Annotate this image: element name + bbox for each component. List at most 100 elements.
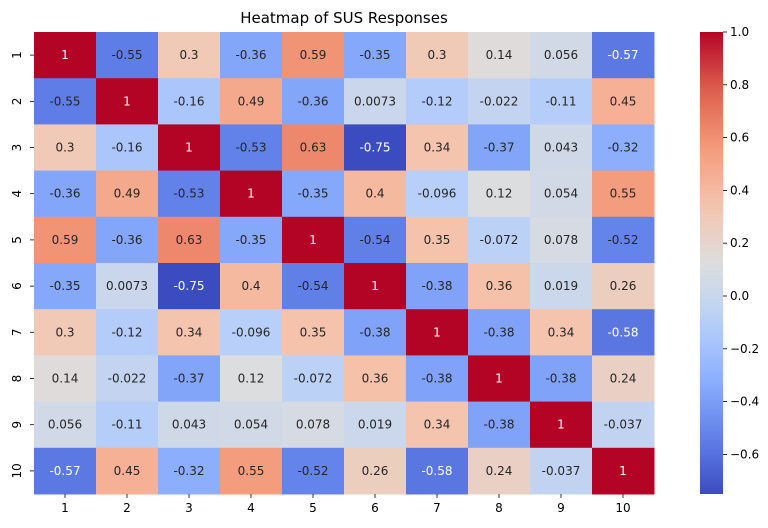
cell-value-label-2-8: -0.022 xyxy=(480,94,519,108)
cell-value-label-8-8: 1 xyxy=(495,372,503,386)
heatmap-cell-5-2 xyxy=(96,216,159,264)
heatmap-cell-2-2 xyxy=(96,78,159,125)
cell-value-label-5-3: 0.63 xyxy=(176,233,203,247)
heatmap-cell-1-10 xyxy=(592,32,655,79)
heatmap-cell-10-4 xyxy=(220,447,283,495)
cell-value-label-2-4: 0.49 xyxy=(238,94,265,108)
heatmap-cell-5-10 xyxy=(592,216,655,264)
heatmap-cell-8-4 xyxy=(220,355,283,403)
heatmap-cell-6-4 xyxy=(220,263,283,310)
heatmap-cell-3-2 xyxy=(96,124,159,172)
cell-value-label-2-9: -0.11 xyxy=(545,94,576,108)
heatmap-cell-10-5 xyxy=(282,447,345,495)
heatmap-cell-2-4 xyxy=(220,78,283,125)
cell-value-label-3-10: -0.32 xyxy=(607,141,638,155)
cell-value-label-9-3: 0.043 xyxy=(172,418,206,432)
heatmap-cell-8-3 xyxy=(158,355,221,403)
colorbar-tick-label-5: 0.2 xyxy=(730,236,749,250)
heatmap-cell-9-7 xyxy=(406,401,469,449)
chart-title: Heatmap of SUS Responses xyxy=(240,9,448,27)
heatmap-cell-4-6 xyxy=(344,170,407,218)
heatmap-cell-6-10 xyxy=(592,263,655,310)
cell-value-label-5-6: -0.54 xyxy=(359,233,390,247)
heatmap-cell-9-4 xyxy=(220,401,283,449)
heatmap-cell-7-9 xyxy=(530,309,593,356)
heatmap-cell-4-9 xyxy=(530,170,593,218)
cell-value-label-7-2: -0.12 xyxy=(111,325,142,339)
heatmap-cell-3-7 xyxy=(406,124,469,172)
cell-value-label-6-5: -0.54 xyxy=(297,279,328,293)
cell-value-label-10-10: 1 xyxy=(619,464,627,478)
cell-value-label-8-4: 0.12 xyxy=(238,372,265,386)
cell-value-label-9-5: 0.078 xyxy=(296,418,330,432)
heatmap-cell-5-8 xyxy=(468,216,531,264)
cell-value-label-10-2: 0.45 xyxy=(114,464,141,478)
heatmap-cell-6-1 xyxy=(34,263,97,310)
cell-value-label-5-2: -0.36 xyxy=(111,233,142,247)
cell-value-label-8-2: -0.022 xyxy=(108,372,147,386)
cell-value-label-2-5: -0.36 xyxy=(297,94,328,108)
cell-value-label-9-6: 0.019 xyxy=(358,418,392,432)
cell-value-label-6-8: 0.36 xyxy=(486,279,513,293)
x-tick-label-10: 10 xyxy=(615,501,630,515)
heatmap-cell-3-4 xyxy=(220,124,283,172)
cell-value-label-2-3: -0.16 xyxy=(173,94,204,108)
colorbar-gradient xyxy=(700,32,723,494)
heatmap-cell-6-7 xyxy=(406,263,469,310)
cell-value-label-1-10: -0.57 xyxy=(607,48,638,62)
heatmap-cell-9-2 xyxy=(96,401,159,449)
cell-value-label-1-2: -0.55 xyxy=(111,48,142,62)
heatmap-cell-8-5 xyxy=(282,355,345,403)
cell-value-label-3-8: -0.37 xyxy=(483,141,514,155)
y-tick-label-4: 4 xyxy=(10,190,24,198)
y-axis: 1 2 3 4 5 6 7 8 9 10 xyxy=(10,51,34,479)
colorbar-tick-label-1: −0.6 xyxy=(730,447,759,461)
cell-value-label-6-6: 1 xyxy=(371,279,379,293)
cell-value-label-6-1: -0.35 xyxy=(49,279,80,293)
heatmap-cell-7-10 xyxy=(592,309,655,356)
x-tick-label-7: 7 xyxy=(433,501,441,515)
cell-value-label-1-1: 1 xyxy=(61,48,69,62)
cell-value-label-8-5: -0.072 xyxy=(294,372,333,386)
heatmap-cell-10-2 xyxy=(96,447,159,495)
heatmap-cell-4-8 xyxy=(468,170,531,218)
heatmap-cell-10-7 xyxy=(406,447,469,495)
cell-value-label-2-10: 0.45 xyxy=(610,94,637,108)
heatmap-cell-3-6 xyxy=(344,124,407,172)
cell-value-label-7-4: -0.096 xyxy=(232,325,271,339)
heatmap-cell-2-9 xyxy=(530,78,593,125)
colorbar-tick-label-3: −0.2 xyxy=(730,342,759,356)
heatmap-cell-2-5 xyxy=(282,78,345,125)
cell-value-label-1-5: 0.59 xyxy=(300,48,327,62)
cell-value-label-2-2: 1 xyxy=(123,94,131,108)
cell-value-label-7-3: 0.34 xyxy=(176,325,203,339)
heatmap-cell-7-7 xyxy=(406,309,469,356)
heatmap-cell-7-1 xyxy=(34,309,97,356)
heatmap-cell-1-9 xyxy=(530,32,593,79)
cell-value-label-7-1: 0.3 xyxy=(55,325,74,339)
cell-value-label-10-3: -0.32 xyxy=(173,464,204,478)
cell-value-label-8-9: -0.38 xyxy=(545,372,576,386)
y-tick-label-6: 6 xyxy=(10,282,24,290)
cell-value-label-10-6: 0.26 xyxy=(362,464,389,478)
cell-value-label-1-4: -0.36 xyxy=(235,48,266,62)
cell-value-label-9-10: -0.037 xyxy=(604,418,643,432)
x-tick-label-6: 6 xyxy=(371,501,379,515)
heatmap-cell-6-6 xyxy=(344,263,407,310)
heatmap-cell-8-1 xyxy=(34,355,97,403)
x-tick-label-8: 8 xyxy=(495,501,503,515)
colorbar-tick-label-9: 1.0 xyxy=(730,25,749,39)
y-tick-label-9: 9 xyxy=(10,421,24,429)
y-tick-label-2: 2 xyxy=(10,97,24,105)
heatmap-cell-8-10 xyxy=(592,355,655,403)
cell-value-label-10-4: 0.55 xyxy=(238,464,265,478)
heatmap-cell-3-1 xyxy=(34,124,97,172)
cell-value-label-5-4: -0.35 xyxy=(235,233,266,247)
cell-value-label-1-3: 0.3 xyxy=(179,48,198,62)
y-tick-label-3: 3 xyxy=(10,144,24,152)
x-tick-label-5: 5 xyxy=(309,501,317,515)
heatmap-cell-1-6 xyxy=(344,32,407,79)
y-tick-label-10: 10 xyxy=(10,463,24,478)
cell-value-label-5-7: 0.35 xyxy=(424,233,451,247)
x-tick-label-3: 3 xyxy=(185,501,193,515)
